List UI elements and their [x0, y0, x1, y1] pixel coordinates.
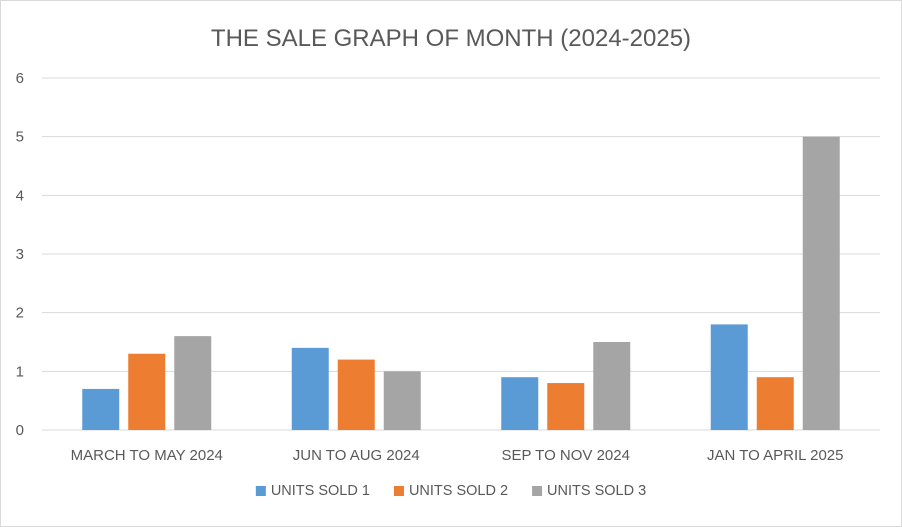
bars [82, 136, 840, 430]
x-axis-category-labels: MARCH TO MAY 2024 JUN TO AUG 2024 SEP TO N… [71, 447, 844, 464]
x-category-label: MARCH TO MAY 2024 [71, 447, 223, 464]
bar [593, 342, 631, 430]
x-category-label: JUN TO AUG 2024 [293, 447, 420, 464]
x-category-label: JAN TO APRIL 2025 [707, 447, 843, 464]
y-axis-tick-labels: 0 1 2 3 4 5 6 [16, 70, 24, 439]
y-tick-label: 4 [16, 187, 24, 204]
y-tick-label: 2 [16, 305, 24, 322]
legend-item: UNITS SOLD 2 [393, 483, 508, 499]
bar [337, 359, 375, 430]
legend-label: UNITS SOLD 2 [409, 483, 508, 499]
legend-label: UNITS SOLD 3 [547, 483, 646, 499]
gridlines [42, 77, 880, 431]
bar [501, 377, 539, 430]
chart-title: THE SALE GRAPH OF MONTH (2024-2025) [211, 25, 691, 52]
y-tick-label: 3 [16, 246, 24, 263]
y-tick-label: 0 [16, 422, 24, 439]
legend-label: UNITS SOLD 1 [271, 483, 370, 499]
bar [710, 324, 748, 430]
y-tick-label: 1 [16, 363, 24, 380]
x-category-label: SEP TO NOV 2024 [502, 447, 630, 464]
legend-swatch [255, 486, 266, 496]
bar [756, 377, 794, 430]
legend-swatch [532, 486, 543, 496]
legend: UNITS SOLD 1 UNITS SOLD 2 UNITS SOLD 3 [255, 483, 646, 499]
legend-item: UNITS SOLD 1 [255, 483, 370, 499]
bar [547, 383, 585, 430]
bar [174, 336, 212, 430]
y-tick-label: 6 [16, 70, 24, 87]
legend-item: UNITS SOLD 3 [532, 483, 646, 499]
bar [802, 136, 840, 430]
y-tick-label: 5 [16, 129, 24, 146]
bar [128, 353, 166, 430]
bar [291, 347, 329, 430]
bar [383, 371, 421, 430]
bar [82, 388, 120, 430]
legend-swatch [393, 486, 404, 496]
